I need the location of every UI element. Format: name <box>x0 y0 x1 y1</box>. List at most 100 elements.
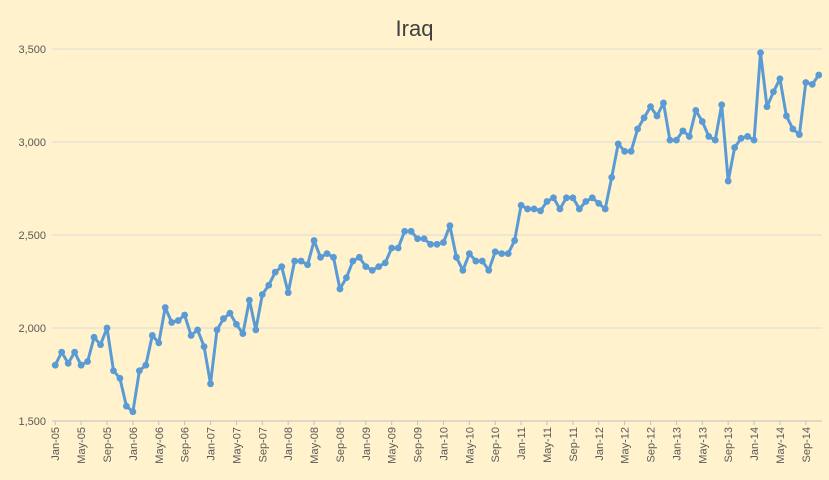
x-tick-label: Sep-12 <box>646 427 658 462</box>
data-point <box>621 147 629 155</box>
data-point <box>258 291 266 298</box>
y-tick-label: 3,500 <box>18 44 46 56</box>
data-point <box>58 348 66 356</box>
data-point <box>679 127 687 135</box>
data-point <box>291 257 299 265</box>
y-tick-label: 2,500 <box>18 230 46 242</box>
data-point <box>634 125 641 133</box>
gridlines <box>52 48 822 422</box>
data-point <box>71 348 79 356</box>
data-point <box>129 408 137 416</box>
x-tick-label: Sep-06 <box>180 427 192 462</box>
data-point <box>556 205 564 213</box>
x-tick-label: Sep-07 <box>257 427 269 462</box>
data-point <box>168 319 176 326</box>
x-tick-label: Jan-06 <box>128 427 140 461</box>
data-point <box>187 332 195 339</box>
data-point <box>381 259 389 267</box>
data-point <box>90 333 98 341</box>
data-point <box>737 134 745 142</box>
data-point <box>317 253 324 261</box>
x-tick-label: May-07 <box>231 427 243 464</box>
chart-title: Iraq <box>395 16 434 41</box>
data-point <box>647 103 654 111</box>
x-tick-label: Sep-13 <box>723 427 735 462</box>
data-point <box>504 250 512 257</box>
data-point <box>530 205 538 213</box>
data-point <box>614 140 622 148</box>
data-point <box>653 112 661 120</box>
x-tick-label: Sep-05 <box>102 427 114 462</box>
data-point <box>763 103 771 111</box>
data-point <box>103 324 111 332</box>
data-point <box>666 136 674 144</box>
data-point <box>627 147 635 155</box>
data-point <box>84 358 91 365</box>
data-point <box>304 261 311 269</box>
data-point <box>207 380 214 388</box>
data-point <box>110 367 117 375</box>
data-point <box>388 244 396 252</box>
data-point <box>524 205 531 213</box>
series-line <box>53 51 821 414</box>
data-point <box>465 250 473 257</box>
data-point <box>414 235 421 243</box>
data-point <box>472 257 480 265</box>
data-point <box>220 315 227 323</box>
data-point <box>815 71 823 79</box>
data-point <box>511 237 519 244</box>
x-tick-label: Jan-10 <box>438 427 450 461</box>
data-point <box>789 125 797 133</box>
data-point <box>330 253 337 261</box>
data-point <box>433 240 441 248</box>
x-tick-label: May-14 <box>775 427 787 464</box>
data-point <box>795 131 803 138</box>
x-tick-labels: Jan-05 May-05 Sep-05 Jan-06 May-06 Sep-06 Jan-… <box>50 421 813 464</box>
data-point <box>77 361 85 369</box>
x-tick-label: Jan-14 <box>749 427 761 461</box>
data-point <box>200 343 208 350</box>
data-point <box>595 199 603 207</box>
data-point <box>213 326 221 334</box>
x-tick-label: Jan-08 <box>283 427 295 461</box>
data-point <box>116 374 124 382</box>
data-point <box>588 194 596 202</box>
data-point <box>453 253 460 261</box>
data-point <box>478 257 486 265</box>
data-point <box>731 144 739 151</box>
data-point <box>485 266 493 274</box>
data-point <box>718 101 726 109</box>
data-point <box>711 136 719 144</box>
data-point <box>174 317 182 324</box>
data-point <box>161 304 169 311</box>
x-tick-label: May-08 <box>309 427 321 464</box>
data-point <box>692 106 700 114</box>
data-point <box>142 361 150 369</box>
data-point <box>685 133 693 140</box>
data-point <box>563 194 570 202</box>
x-tick-label: May-06 <box>154 427 166 464</box>
data-point <box>245 296 253 304</box>
data-point <box>155 339 163 347</box>
data-point <box>776 75 784 83</box>
data-point <box>757 49 764 57</box>
x-tick-label: May-12 <box>620 427 632 464</box>
x-tick-label: Jan-09 <box>361 427 373 461</box>
x-tick-label: Jan-11 <box>516 427 528 460</box>
x-tick-label: Sep-10 <box>490 427 502 462</box>
data-point <box>446 222 454 230</box>
data-point <box>640 114 648 122</box>
data-point <box>181 311 189 319</box>
data-point <box>744 133 751 140</box>
data-point <box>517 201 525 209</box>
data-point <box>310 237 318 244</box>
data-point <box>284 289 292 297</box>
data-point <box>265 281 273 289</box>
x-tick-label: Sep-14 <box>801 427 813 462</box>
data-point <box>770 88 777 96</box>
x-tick-label: Sep-11 <box>568 427 580 462</box>
data-point <box>239 330 247 337</box>
data-point <box>808 80 816 88</box>
data-point <box>51 361 59 369</box>
